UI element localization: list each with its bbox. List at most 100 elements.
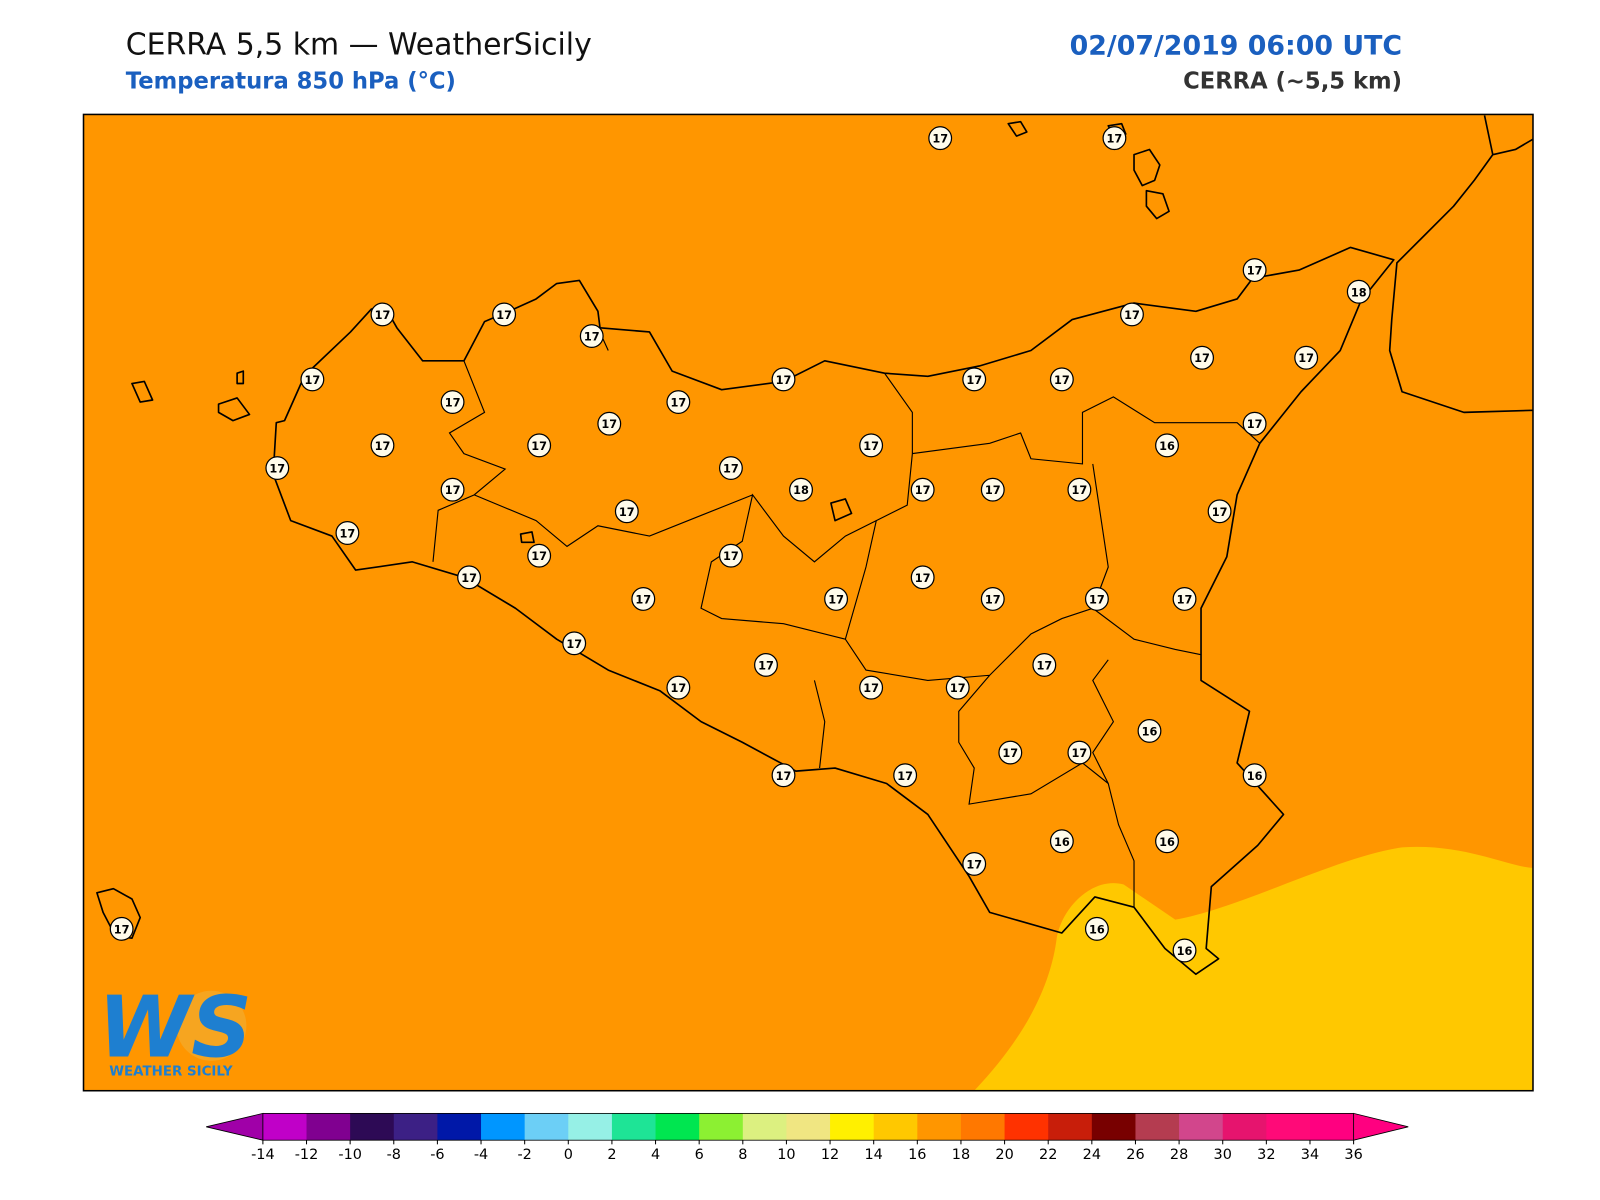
colorbar-segment bbox=[873, 1113, 918, 1141]
station-value: 17 bbox=[1002, 746, 1018, 760]
colorbar-tick-label: 2 bbox=[607, 1147, 616, 1163]
station-marker bbox=[1155, 829, 1179, 854]
colorbar-segment bbox=[786, 1113, 831, 1141]
colorbar-tick-label: -6 bbox=[430, 1147, 444, 1163]
islands bbox=[96, 120, 1170, 939]
station-value: 17 bbox=[950, 681, 966, 695]
subtitle: Temperatura 850 hPa (°C) bbox=[126, 69, 456, 95]
station-value: 17 bbox=[1124, 308, 1140, 322]
station-value: 17 bbox=[915, 483, 931, 497]
colorbar-over bbox=[1353, 1112, 1409, 1141]
station-value: 17 bbox=[863, 681, 879, 695]
colorbar-tick-label: -14 bbox=[251, 1147, 275, 1163]
colorbar-tick-label: 36 bbox=[1344, 1147, 1362, 1163]
station-marker bbox=[579, 324, 604, 349]
station-value: 17 bbox=[445, 396, 461, 410]
colorbar-tick-label: 6 bbox=[695, 1147, 704, 1163]
colorbar: -14 -12 -10 -8 -6 -4 -2 0 2 4 6 8 10 12 14 16 18 20 22 24 26… bbox=[206, 1112, 1409, 1163]
colorbar-tick-label: 26 bbox=[1126, 1147, 1144, 1163]
colorbar-segment bbox=[655, 1113, 700, 1141]
station-marker bbox=[928, 126, 953, 151]
station-marker bbox=[666, 675, 691, 700]
colorbar-tick-label: 18 bbox=[952, 1147, 970, 1163]
station-value: 17 bbox=[1194, 351, 1210, 365]
colorbar-segment bbox=[1135, 1113, 1180, 1141]
station-value: 17 bbox=[670, 681, 686, 695]
field-yellow bbox=[974, 846, 1533, 1091]
station-value: 17 bbox=[776, 373, 792, 387]
station-marker bbox=[1102, 126, 1127, 151]
station-value: 17 bbox=[461, 571, 477, 585]
station-value: 17 bbox=[915, 571, 931, 585]
station-value: 17 bbox=[1212, 505, 1228, 519]
station-marker bbox=[335, 521, 360, 545]
colorbar-segment bbox=[568, 1113, 613, 1141]
station-value: 17 bbox=[723, 462, 739, 476]
station-value: 17 bbox=[985, 592, 1001, 606]
colorbar-tick-label: -12 bbox=[295, 1147, 319, 1163]
station-marker bbox=[859, 433, 884, 458]
station-marker bbox=[962, 851, 987, 876]
station-marker bbox=[945, 675, 970, 700]
colorbar-segment bbox=[830, 1113, 875, 1141]
station-value: 17 bbox=[635, 592, 651, 606]
colorbar-tick-label: 10 bbox=[777, 1147, 795, 1163]
station-value: 17 bbox=[1036, 658, 1052, 672]
station-value: 17 bbox=[1089, 592, 1105, 606]
logo: WS WEATHER SICILY bbox=[98, 979, 252, 1080]
station-value: 16 bbox=[1247, 769, 1263, 783]
station-marker bbox=[1049, 829, 1074, 854]
colorbar-segment bbox=[1179, 1113, 1224, 1141]
station-value: 17 bbox=[601, 417, 617, 431]
station-value: 17 bbox=[723, 549, 739, 563]
station-value: 17 bbox=[269, 462, 285, 476]
station-value: 17 bbox=[966, 373, 982, 387]
colorbar-segment bbox=[1309, 1113, 1355, 1141]
station-value: 17 bbox=[1247, 264, 1263, 278]
station-marker bbox=[910, 565, 935, 590]
station-marker bbox=[370, 302, 395, 327]
station-value: 17 bbox=[1177, 592, 1193, 606]
colorbar-tick-label: -4 bbox=[474, 1147, 488, 1163]
station-value: 17 bbox=[304, 373, 320, 387]
colorbar-segment bbox=[524, 1113, 569, 1141]
station-marker bbox=[527, 433, 552, 458]
colorbar-segment bbox=[917, 1113, 962, 1141]
colorbar-segment bbox=[1048, 1113, 1093, 1141]
station-marker bbox=[1346, 279, 1371, 304]
station-marker bbox=[980, 477, 1005, 502]
colorbar-segment bbox=[960, 1113, 1006, 1141]
colorbar-tick-label: 24 bbox=[1083, 1147, 1101, 1163]
station-marker bbox=[614, 499, 639, 524]
colorbar-tick-label: 8 bbox=[738, 1147, 747, 1163]
colorbar-segment bbox=[306, 1113, 351, 1141]
colorbar-tick-label: 32 bbox=[1257, 1147, 1275, 1163]
colorbar-segment bbox=[350, 1113, 395, 1141]
station-marker bbox=[265, 456, 290, 480]
colorbar-segment bbox=[1091, 1113, 1136, 1141]
station-marker bbox=[980, 587, 1005, 611]
station-marker bbox=[440, 477, 465, 502]
colorbar-tick-label: 22 bbox=[1039, 1147, 1057, 1163]
station-marker bbox=[962, 367, 987, 392]
station-value: 16 bbox=[1177, 944, 1193, 958]
colorbar-tick-label: 16 bbox=[908, 1147, 926, 1163]
station-value: 17 bbox=[758, 658, 774, 672]
colorbar-segment bbox=[1266, 1113, 1311, 1141]
station-marker bbox=[370, 433, 395, 458]
station-marker bbox=[718, 543, 743, 568]
station-value: 16 bbox=[1159, 439, 1175, 453]
station-value: 18 bbox=[793, 483, 809, 497]
station-marker bbox=[666, 390, 691, 415]
colorbar-tick-label: 14 bbox=[865, 1147, 883, 1163]
station-marker bbox=[527, 543, 552, 568]
title: CERRA 5,5 km — WeatherSicily bbox=[126, 28, 592, 63]
colorbar-segment bbox=[437, 1113, 482, 1141]
station-marker bbox=[771, 367, 796, 392]
colorbar-tick-label: 4 bbox=[651, 1147, 660, 1163]
station-value: 17 bbox=[863, 439, 879, 453]
logo-sun bbox=[176, 990, 247, 1061]
station-value: 17 bbox=[932, 132, 948, 146]
station-marker bbox=[1084, 916, 1109, 941]
